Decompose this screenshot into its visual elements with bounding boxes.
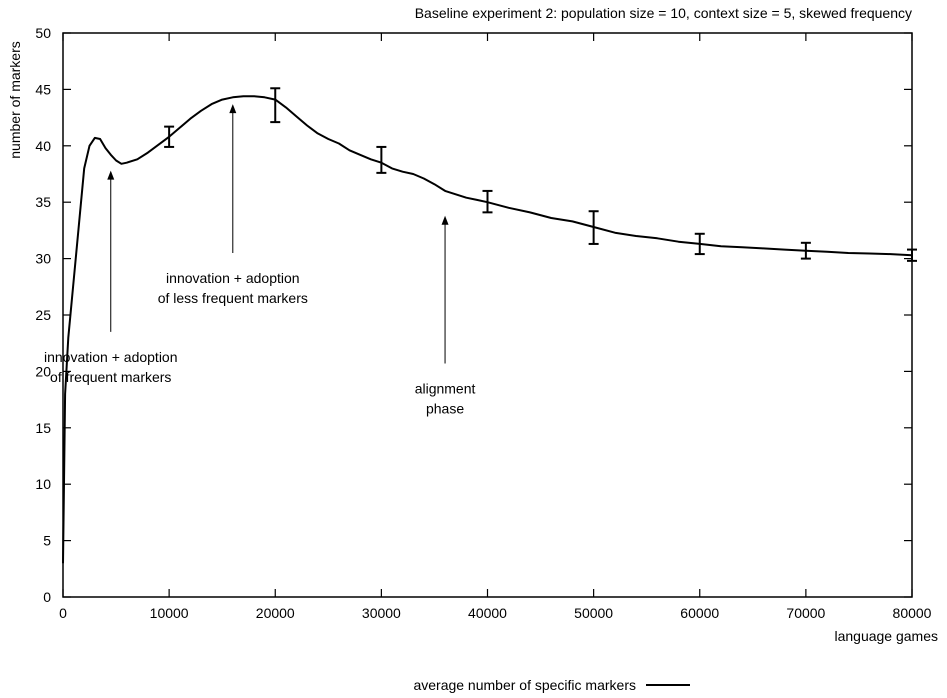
- annotation-text-less-frequent: innovation + adoption: [166, 270, 300, 286]
- chart-title: Baseline experiment 2: population size =…: [415, 5, 912, 21]
- legend-entry-label: average number of specific markers: [413, 677, 636, 693]
- annotation-text-frequent: of frequent markers: [50, 369, 171, 385]
- y-tick-label: 25: [35, 307, 51, 323]
- y-tick-label: 5: [43, 533, 51, 549]
- y-tick-label: 10: [35, 476, 51, 492]
- y-tick-label: 20: [35, 363, 51, 379]
- y-tick-label: 15: [35, 420, 51, 436]
- y-axis-label: number of markers: [7, 41, 23, 158]
- x-tick-label: 60000: [680, 605, 719, 621]
- annotation-text-alignment: phase: [426, 401, 464, 417]
- y-tick-label: 35: [35, 194, 51, 210]
- x-tick-label: 70000: [786, 605, 825, 621]
- y-tick-label: 0: [43, 589, 51, 605]
- chart-marks: 0 5 10 15 20 25 30 35 40 45 50 0 10000 20000 30000 4000…: [35, 25, 931, 621]
- y-tick-label: 50: [35, 25, 51, 41]
- annotation-text-less-frequent: of less frequent markers: [158, 290, 308, 306]
- x-tick-label: 30000: [362, 605, 401, 621]
- y-tick-label: 30: [35, 251, 51, 267]
- y-tick-label: 40: [35, 138, 51, 154]
- annotation-text-frequent: innovation + adoption: [44, 349, 178, 365]
- x-tick-label: 20000: [256, 605, 295, 621]
- annotation-arrowhead-frequent: [107, 170, 115, 180]
- x-tick-label: 10000: [150, 605, 189, 621]
- legend: average number of specific markers: [413, 677, 690, 693]
- x-tick-label: 50000: [574, 605, 613, 621]
- annotation-arrowhead-alignment: [441, 215, 449, 225]
- series-line: [62, 95, 913, 564]
- y-tick-label: 45: [35, 81, 51, 97]
- annotation-arrowhead-less-frequent: [229, 104, 237, 114]
- annotation-text-alignment: alignment: [415, 381, 476, 397]
- x-tick-label: 0: [59, 605, 67, 621]
- x-axis-label: language games: [834, 628, 938, 644]
- x-tick-label: 80000: [893, 605, 932, 621]
- x-tick-label: 40000: [468, 605, 507, 621]
